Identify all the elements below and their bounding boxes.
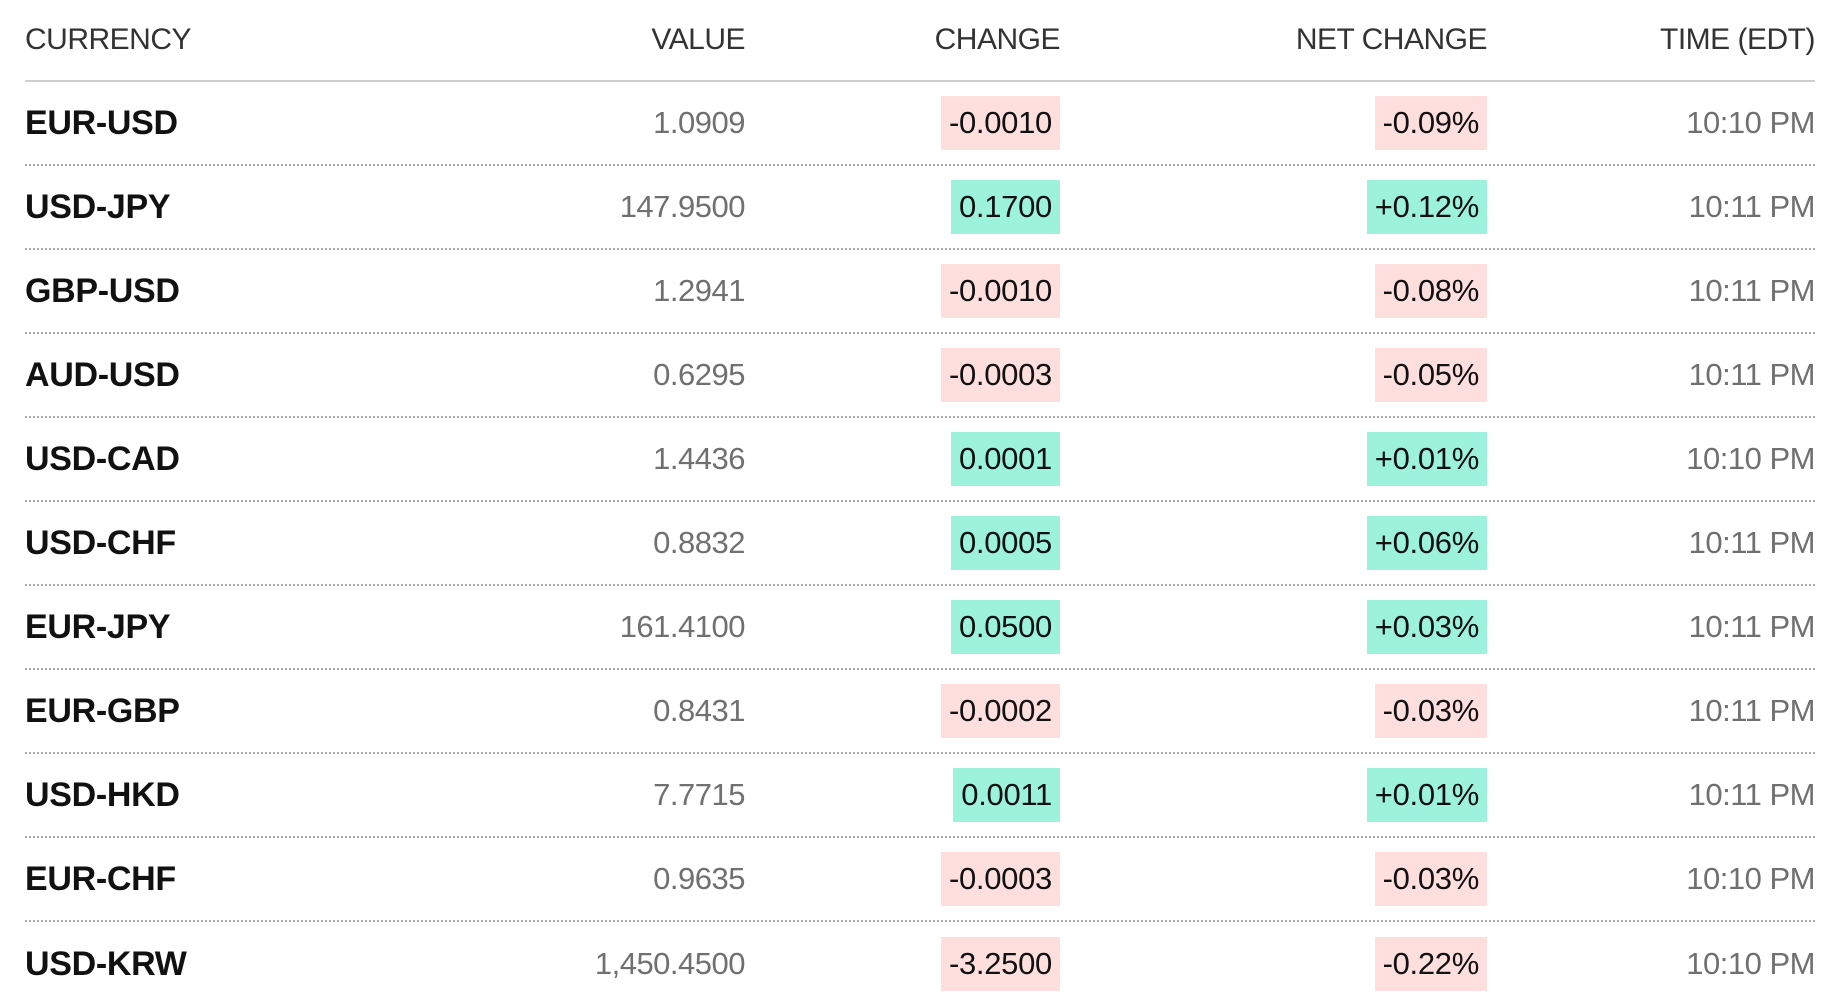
- net-change-cell: -0.05%: [1374, 348, 1487, 402]
- net-change-cell: -0.22%: [1374, 937, 1487, 991]
- time-cell: 10:11 PM: [1688, 609, 1816, 644]
- change-cell: -0.0003: [940, 852, 1060, 906]
- time-cell: 10:11 PM: [1688, 357, 1816, 392]
- time-cell: 10:11 PM: [1688, 525, 1816, 560]
- header-net-change[interactable]: NET CHANGE: [1295, 23, 1488, 56]
- change-cell: 0.0011: [953, 768, 1060, 822]
- table-row[interactable]: AUD-USD 0.6295 -0.0003 -0.05% 10:11 PM: [25, 334, 1816, 418]
- currency-pair-link[interactable]: EUR-GBP: [25, 691, 180, 730]
- net-change-cell: +0.03%: [1366, 600, 1487, 654]
- net-change-cell: +0.01%: [1366, 432, 1487, 486]
- change-cell: 0.0005: [950, 516, 1060, 570]
- header-time[interactable]: TIME (EDT): [1660, 23, 1815, 56]
- table-row[interactable]: GBP-USD 1.2941 -0.0010 -0.08% 10:11 PM: [25, 250, 1816, 334]
- value-cell: 0.6295: [653, 357, 745, 392]
- time-cell: 10:11 PM: [1688, 273, 1816, 308]
- value-cell: 0.8832: [653, 525, 745, 560]
- value-cell: 1.2941: [653, 273, 745, 308]
- value-cell: 1.0909: [653, 105, 745, 140]
- value-cell: 147.9500: [619, 189, 746, 224]
- net-change-cell: +0.06%: [1366, 516, 1487, 570]
- currency-pair-link[interactable]: USD-JPY: [25, 187, 171, 226]
- net-change-cell: -0.08%: [1374, 264, 1487, 318]
- table-row[interactable]: USD-HKD 7.7715 0.0011 +0.01% 10:11 PM: [25, 754, 1816, 838]
- table-row[interactable]: EUR-USD 1.0909 -0.0010 -0.09% 10:10 PM: [25, 82, 1815, 166]
- currency-pair-link[interactable]: USD-CAD: [25, 439, 180, 478]
- table-header: CURRENCY VALUE CHANGE NET CHANGE TIME (E…: [25, 0, 1815, 82]
- change-cell: -0.0003: [940, 348, 1060, 402]
- currency-table: CURRENCY VALUE CHANGE NET CHANGE TIME (E…: [25, 0, 1816, 1006]
- currency-pair-link[interactable]: USD-CHF: [25, 523, 176, 562]
- header-currency[interactable]: CURRENCY: [25, 23, 192, 56]
- time-cell: 10:11 PM: [1688, 693, 1816, 728]
- header-value[interactable]: VALUE: [651, 23, 745, 56]
- value-cell: 1,450.4500: [594, 946, 746, 981]
- time-cell: 10:10 PM: [1686, 946, 1815, 981]
- currency-pair-link[interactable]: USD-KRW: [25, 944, 187, 983]
- table-row[interactable]: USD-CHF 0.8832 0.0005 +0.06% 10:11 PM: [25, 502, 1816, 586]
- time-cell: 10:10 PM: [1686, 105, 1815, 140]
- value-cell: 161.4100: [619, 609, 746, 644]
- change-cell: 0.0500: [950, 600, 1060, 654]
- header-change[interactable]: CHANGE: [934, 23, 1061, 56]
- value-cell: 0.8431: [653, 693, 745, 728]
- change-cell: -0.0010: [940, 264, 1060, 318]
- time-cell: 10:11 PM: [1688, 777, 1816, 812]
- table-row[interactable]: EUR-GBP 0.8431 -0.0002 -0.03% 10:11 PM: [25, 670, 1816, 754]
- change-cell: -3.2500: [940, 937, 1060, 991]
- time-cell: 10:10 PM: [1686, 861, 1815, 896]
- change-cell: -0.0002: [940, 684, 1060, 738]
- time-cell: 10:10 PM: [1686, 441, 1815, 476]
- currency-pair-link[interactable]: USD-HKD: [25, 775, 180, 814]
- table-row[interactable]: EUR-JPY 161.4100 0.0500 +0.03% 10:11 PM: [25, 586, 1816, 670]
- net-change-cell: -0.03%: [1374, 852, 1487, 906]
- net-change-cell: +0.12%: [1366, 180, 1487, 234]
- currency-pair-link[interactable]: EUR-USD: [25, 103, 178, 142]
- change-cell: -0.0010: [940, 96, 1060, 150]
- currency-pair-link[interactable]: EUR-JPY: [25, 607, 171, 646]
- table-row[interactable]: USD-KRW 1,450.4500 -3.2500 -0.22% 10:10 …: [25, 922, 1815, 1006]
- net-change-cell: -0.03%: [1374, 684, 1487, 738]
- table-row[interactable]: USD-CAD 1.4436 0.0001 +0.01% 10:10 PM: [25, 418, 1815, 502]
- change-cell: 0.0001: [950, 432, 1060, 486]
- time-cell: 10:11 PM: [1688, 189, 1816, 224]
- value-cell: 7.7715: [653, 777, 745, 812]
- value-cell: 1.4436: [653, 441, 745, 476]
- table-row[interactable]: EUR-CHF 0.9635 -0.0003 -0.03% 10:10 PM: [25, 838, 1815, 922]
- currency-pair-link[interactable]: GBP-USD: [25, 271, 180, 310]
- net-change-cell: -0.09%: [1374, 96, 1487, 150]
- net-change-cell: +0.01%: [1366, 768, 1487, 822]
- table-row[interactable]: USD-JPY 147.9500 0.1700 +0.12% 10:11 PM: [25, 166, 1816, 250]
- change-cell: 0.1700: [950, 180, 1060, 234]
- currency-pair-link[interactable]: AUD-USD: [25, 355, 180, 394]
- value-cell: 0.9635: [653, 861, 745, 896]
- currency-pair-link[interactable]: EUR-CHF: [25, 859, 176, 898]
